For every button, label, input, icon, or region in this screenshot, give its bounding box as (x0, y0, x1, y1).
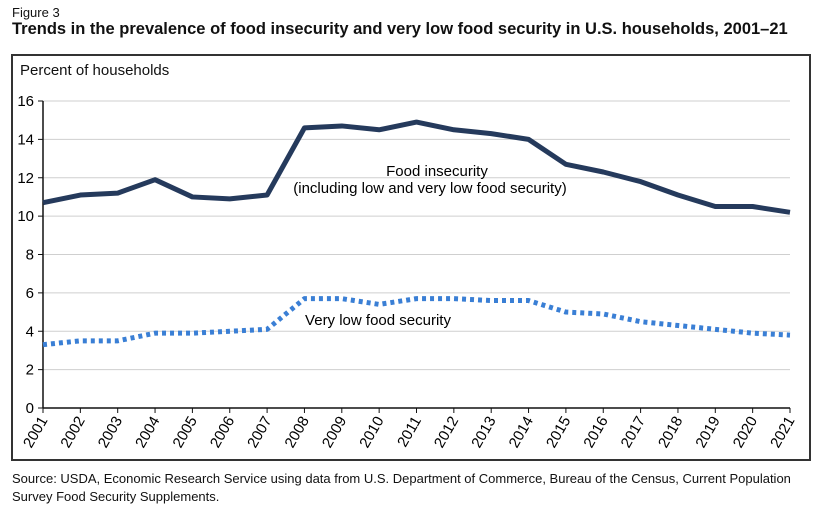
y-tick-label: 16 (17, 93, 34, 110)
x-tick-label: 2014 (506, 414, 537, 451)
y-axis-label: Percent of households (20, 62, 170, 79)
y-tick-label: 6 (26, 285, 34, 302)
x-tick-label: 2007 (244, 414, 275, 451)
x-tick-label: 2012 (431, 414, 462, 451)
x-tick-label: 2006 (207, 414, 238, 451)
x-tick-label: 2010 (356, 414, 387, 451)
chart-title: Trends in the prevalence of food insecur… (12, 20, 788, 38)
y-tick-label: 12 (17, 170, 34, 187)
x-tick-label: 2008 (282, 414, 313, 451)
x-tick-label: 2017 (618, 414, 649, 451)
chart-frame (11, 54, 811, 461)
figure-label: Figure 3 (12, 5, 60, 20)
x-tick-label: 2015 (543, 414, 574, 451)
x-tick-label: 2001 (20, 414, 51, 451)
x-tick-label: 2005 (169, 414, 200, 451)
series-label-food-insecurity: Food insecurity (386, 163, 488, 180)
y-tick-label: 10 (17, 208, 34, 225)
x-tick-label: 2002 (57, 414, 88, 451)
y-tick-label: 0 (26, 400, 34, 417)
y-tick-label: 14 (17, 131, 34, 148)
x-tick-label: 2020 (730, 414, 761, 451)
x-tick-label: 2004 (132, 414, 163, 451)
y-tick-label: 4 (26, 323, 34, 340)
x-tick-label: 2019 (692, 414, 723, 451)
x-tick-label: 2003 (95, 414, 126, 451)
y-tick-label: 2 (26, 362, 34, 379)
source-note: Source: USDA, Economic Research Service … (12, 471, 791, 504)
x-tick-label: 2009 (319, 414, 350, 451)
series-label-very-low-food-security: Very low food security (305, 312, 451, 329)
x-tick-label: 2016 (580, 414, 611, 451)
y-tick-label: 8 (26, 247, 34, 264)
x-tick-label: 2021 (767, 414, 798, 451)
x-tick-label: 2011 (394, 414, 425, 450)
x-tick-label: 2013 (468, 414, 499, 451)
series-label-food-insecurity-detail: (including low and very low food securit… (293, 180, 566, 197)
x-tick-label: 2018 (655, 414, 686, 451)
